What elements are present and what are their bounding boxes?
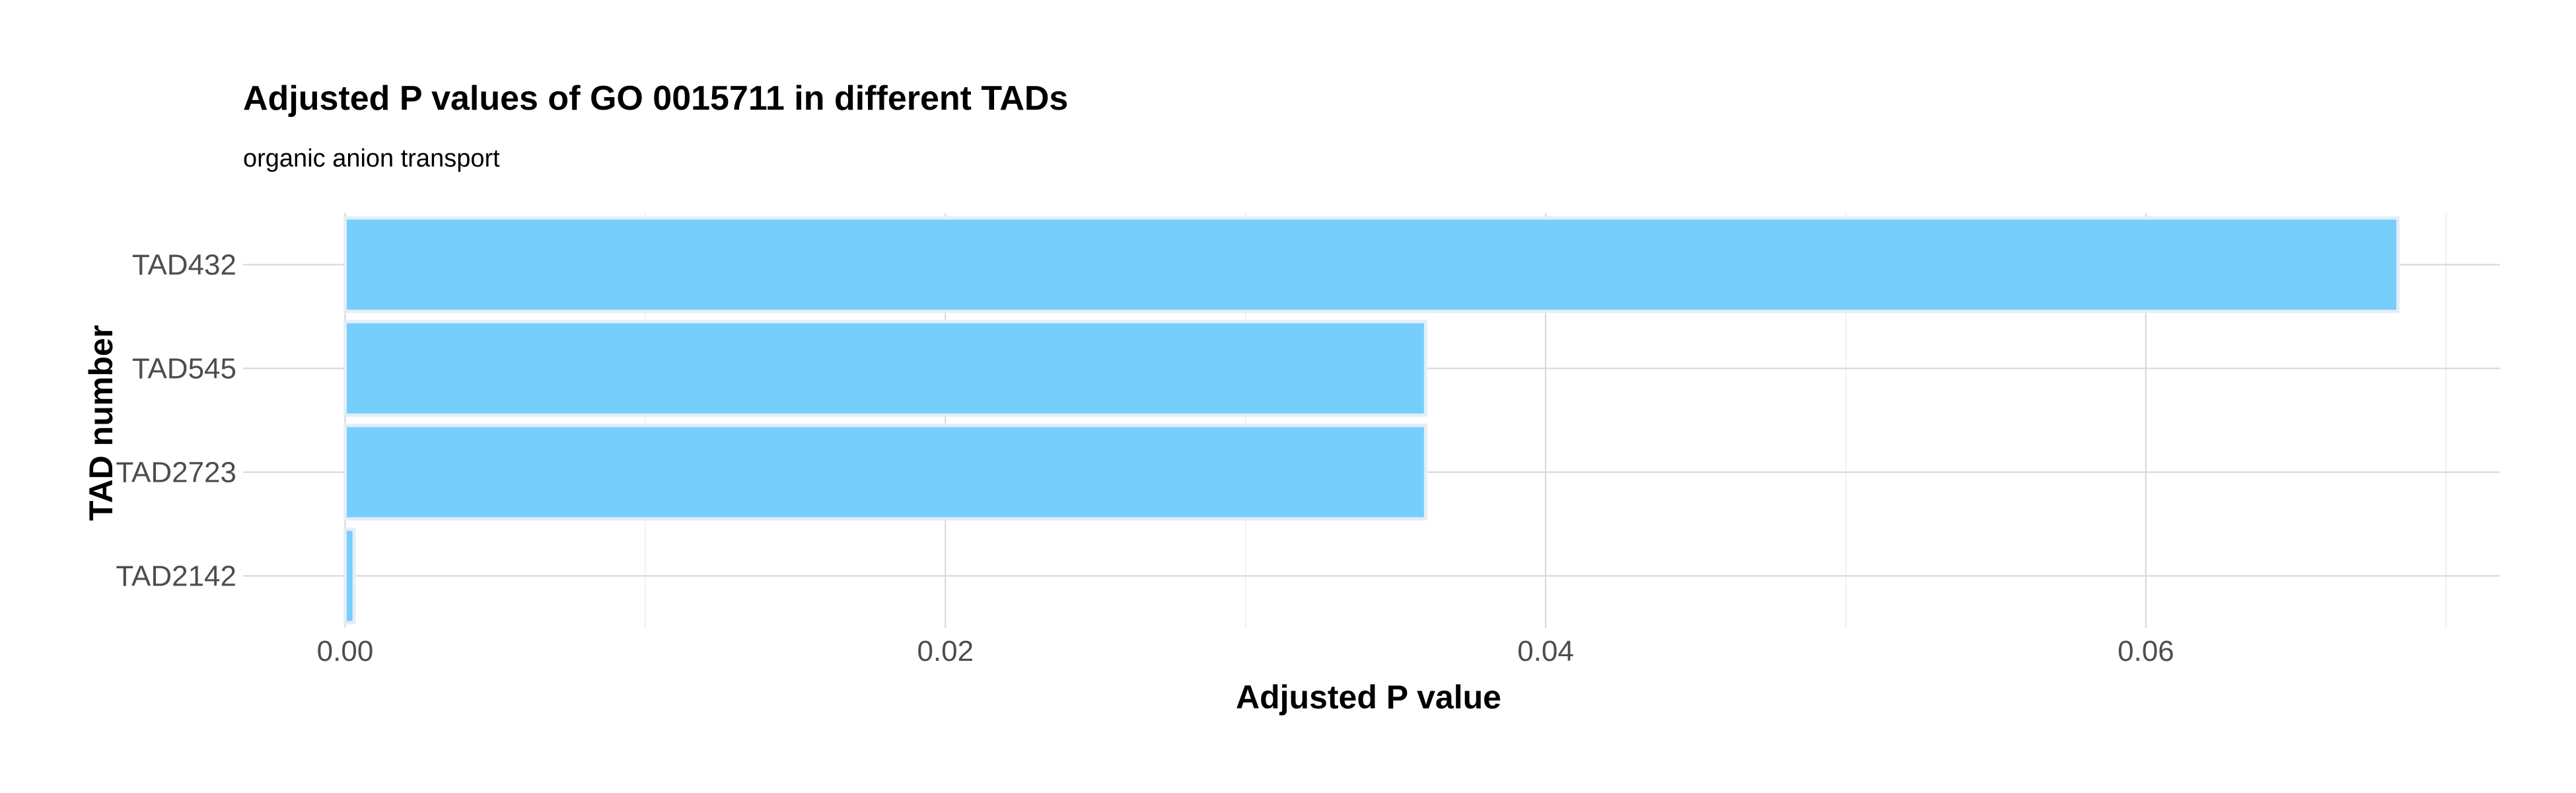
y-tick-label: TAD545 (132, 353, 236, 385)
x-axis-title: Adjusted P value (1236, 679, 1501, 716)
chart-subtitle: organic anion transport (243, 145, 500, 172)
x-tick-label: 0.06 (2118, 635, 2174, 667)
chart-title: Adjusted P values of GO 0015711 in diffe… (243, 79, 1068, 118)
x-tick-label: 0.02 (917, 635, 974, 667)
y-tick-label: TAD432 (132, 249, 236, 282)
x-tick-label: 0.00 (317, 635, 374, 667)
bar-tad432 (343, 216, 2400, 313)
bar-tad545 (343, 320, 1427, 417)
bar-tad2723 (343, 424, 1427, 521)
bar-tad2142 (343, 527, 356, 624)
y-tick-labels: TAD432 TAD545 TAD2723 TAD2142 (116, 249, 236, 593)
x-tick-label: 0.04 (1517, 635, 1574, 667)
x-tick-labels: 0.00 0.02 0.04 0.06 (317, 635, 2174, 667)
y-axis-title: TAD number (83, 325, 120, 521)
bars (343, 216, 2400, 624)
y-tick-label: TAD2142 (116, 560, 236, 593)
y-tick-label: TAD2723 (116, 457, 236, 489)
